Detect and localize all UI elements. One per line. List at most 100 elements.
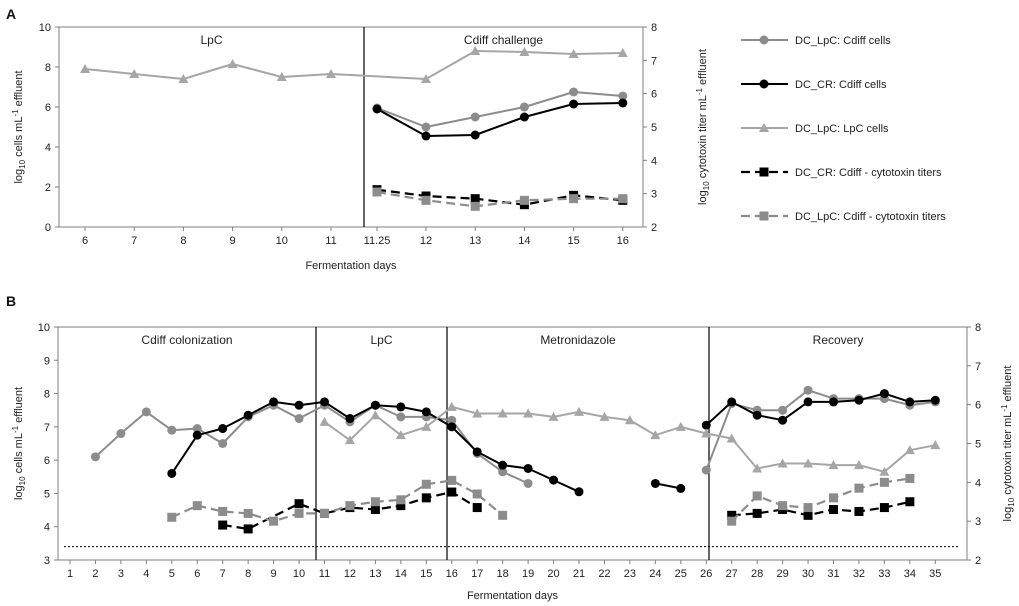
data-point: [472, 503, 482, 513]
x-tick-label: 22: [598, 568, 610, 580]
data-point: [498, 460, 508, 470]
data-point: [294, 508, 304, 518]
series-circle-light: [372, 87, 628, 132]
data-point: [345, 501, 355, 511]
data-point: [192, 501, 202, 511]
data-point: [617, 48, 628, 57]
data-point: [727, 516, 737, 526]
x-tick-label: 23: [624, 568, 636, 580]
data-point: [548, 411, 559, 421]
y-axis-right-label: log10 cytotoxin titer mL-1 effluent: [695, 49, 711, 205]
right-tick-label: 5: [975, 439, 981, 451]
data-point: [569, 99, 579, 109]
data-point: [345, 414, 355, 424]
x-tick-label: 12: [344, 568, 356, 580]
data-point: [447, 415, 457, 425]
x-tick-label: 28: [751, 568, 763, 580]
legend-swatch-marker: [759, 211, 769, 221]
data-point: [523, 408, 534, 418]
data-point: [624, 415, 635, 425]
x-tick-label: 6: [194, 568, 200, 580]
data-point: [569, 87, 579, 97]
x-tick-label: 11.25: [364, 235, 391, 247]
data-point: [192, 430, 202, 440]
series-square-dark: [218, 487, 482, 534]
x-tick-label: 2: [92, 568, 98, 580]
panel-label: A: [6, 6, 16, 22]
x-tick-label: 6: [82, 235, 88, 247]
legend-item: DC_CR: Cdiff - cytotoxin titers: [741, 167, 942, 179]
data-point: [447, 475, 457, 485]
data-point: [497, 408, 508, 418]
legend-swatch-marker: [759, 79, 769, 89]
data-point: [326, 69, 336, 78]
right-tick-label: 4: [651, 155, 657, 167]
legend-swatch-marker: [759, 35, 769, 45]
data-point: [167, 468, 177, 478]
data-point: [370, 497, 380, 507]
series-circle-dark: [167, 397, 584, 497]
x-tick-label: 30: [802, 568, 814, 580]
series-triangle: [80, 46, 628, 83]
x-tick-label: 20: [547, 568, 559, 580]
data-point: [421, 74, 431, 83]
data-point: [569, 194, 579, 204]
legend-label: DC_CR: Cdiff cells: [795, 79, 887, 91]
data-point: [829, 493, 838, 503]
data-point: [905, 397, 915, 407]
series-square-light: [167, 475, 508, 526]
left-tick-label: 8: [44, 389, 50, 401]
data-point: [421, 407, 431, 417]
legend-label: DC_LpC: Cdiff cells: [795, 35, 891, 47]
data-point: [726, 433, 737, 443]
right-tick-label: 8: [975, 322, 981, 334]
x-tick-label: 19: [522, 568, 534, 580]
data-point: [803, 397, 813, 407]
x-tick-label: 9: [230, 235, 236, 247]
data-point: [269, 516, 279, 526]
x-tick-label: 8: [245, 568, 251, 580]
x-tick-label: 26: [700, 568, 712, 580]
legend-label: DC_LpC: LpC cells: [795, 123, 889, 135]
left-tick-label: 6: [45, 102, 51, 114]
right-tick-label: 6: [975, 400, 981, 412]
x-tick-label: 24: [649, 568, 661, 580]
data-point: [90, 452, 100, 462]
data-point: [904, 445, 915, 455]
x-tick-label: 14: [518, 235, 530, 247]
data-point: [854, 483, 864, 493]
data-point: [675, 421, 686, 431]
data-point: [727, 397, 737, 407]
data-point: [167, 512, 177, 522]
data-point: [879, 503, 889, 513]
data-point: [320, 397, 329, 407]
data-point: [218, 506, 228, 516]
data-point: [519, 47, 530, 56]
data-point: [854, 395, 864, 405]
legend-label: DC_LpC: Cdiff - cytotoxin titers: [795, 211, 946, 223]
data-point: [421, 195, 431, 205]
data-point: [498, 510, 508, 520]
x-tick-label: 15: [420, 568, 432, 580]
data-point: [344, 435, 355, 445]
data-point: [396, 412, 406, 422]
phase-label: LpC: [370, 333, 392, 347]
series-line: [222, 490, 478, 531]
x-tick-label: 25: [675, 568, 687, 580]
legend-swatch-marker: [759, 123, 769, 132]
data-point: [421, 131, 431, 141]
data-point: [519, 102, 529, 112]
data-point: [519, 112, 529, 122]
data-point: [930, 440, 941, 450]
legend-item: DC_LpC: LpC cells: [741, 123, 889, 135]
phase-label: LpC: [200, 33, 222, 47]
data-point: [276, 72, 287, 81]
right-tick-label: 3: [975, 516, 981, 528]
data-point: [421, 122, 431, 132]
phase-label: Metronidazole: [540, 333, 616, 347]
data-point: [370, 410, 381, 420]
data-point: [879, 389, 889, 399]
data-point: [618, 91, 628, 101]
data-point: [396, 501, 406, 511]
right-tick-label: 6: [651, 89, 657, 101]
